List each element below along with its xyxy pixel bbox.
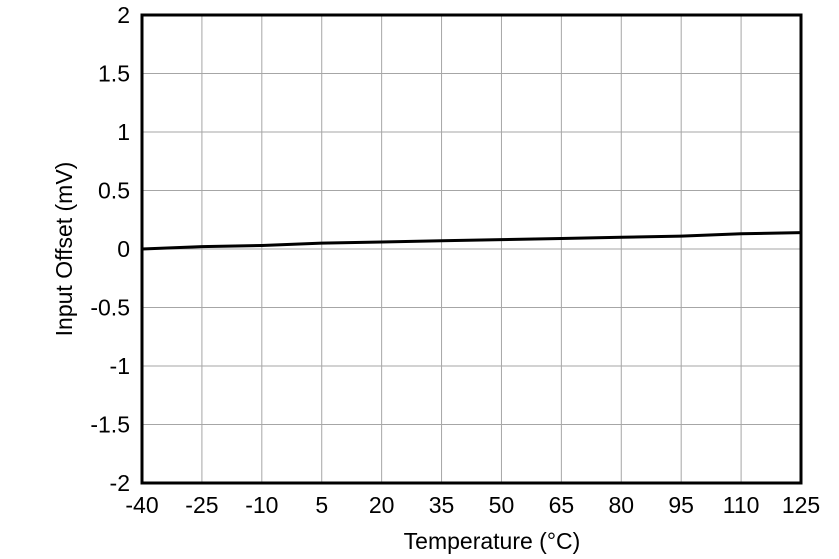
y-axis-tick-labels: -2 -1.5 -1 -0.5 0 0.5 1 1.5 2 [90, 2, 130, 496]
x-tick-label: 20 [369, 492, 395, 518]
x-axis-tick-labels: -40 -25 -10 5 20 35 50 65 80 95 110 125 [125, 492, 820, 518]
x-tick-label: 65 [549, 492, 575, 518]
plot-border [140, 13, 803, 485]
y-tick-label: 1 [117, 119, 130, 145]
y-tick-label: -0.5 [90, 295, 130, 321]
x-tick-label: 80 [608, 492, 634, 518]
gridlines [142, 15, 801, 483]
y-tick-label: -1.5 [90, 412, 130, 438]
x-tick-label: -10 [245, 492, 278, 518]
y-tick-label: 1.5 [98, 61, 130, 87]
series-line-input-offset-vs-temperature [141, 231, 802, 251]
y-tick-label: -1 [110, 353, 130, 379]
y-tick-label: -2 [110, 470, 130, 496]
series-lines [141, 231, 802, 251]
x-tick-label: 35 [429, 492, 455, 518]
y-axis-title: Input Offset (mV) [51, 162, 77, 337]
x-tick-label: 5 [315, 492, 328, 518]
y-tick-label: 2 [117, 2, 130, 28]
x-tick-label: -25 [185, 492, 218, 518]
x-tick-label: 110 [723, 492, 760, 518]
y-tick-label: 0.5 [98, 178, 130, 204]
x-tick-label: 125 [782, 492, 820, 518]
x-axis-title: Temperature (°C) [404, 528, 581, 554]
x-tick-label: 50 [489, 492, 515, 518]
y-tick-label: 0 [117, 236, 130, 262]
x-tick-label: 95 [668, 492, 694, 518]
x-tick-label: -40 [125, 492, 158, 518]
